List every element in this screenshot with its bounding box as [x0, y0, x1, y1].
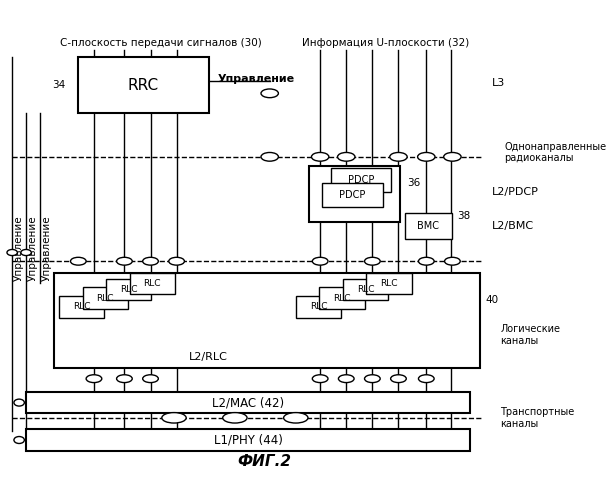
Text: Управление: Управление: [218, 74, 295, 84]
Text: Транспортные
каналы: Транспортные каналы: [500, 407, 575, 428]
Text: L2/RLC: L2/RLC: [189, 352, 228, 362]
Ellipse shape: [365, 258, 380, 265]
Text: L1/PHY (44): L1/PHY (44): [213, 434, 282, 446]
Ellipse shape: [117, 375, 132, 382]
Text: RLC: RLC: [333, 294, 351, 302]
Bar: [331, 168, 392, 192]
Bar: [83, 288, 128, 309]
Text: Управление: Управление: [14, 216, 24, 281]
Ellipse shape: [365, 375, 380, 382]
Bar: [309, 166, 400, 222]
Text: Управление: Управление: [28, 216, 38, 281]
Bar: [78, 57, 209, 114]
Text: L2/BMC: L2/BMC: [491, 222, 534, 232]
Bar: [54, 272, 480, 368]
Text: 40: 40: [485, 296, 499, 306]
Text: 36: 36: [407, 178, 420, 188]
Bar: [343, 278, 388, 300]
Ellipse shape: [143, 258, 158, 265]
Text: RRC: RRC: [128, 78, 159, 92]
Text: L2/PDCP: L2/PDCP: [491, 186, 539, 196]
Ellipse shape: [162, 412, 186, 423]
Ellipse shape: [169, 258, 184, 265]
Text: PDCP: PDCP: [348, 176, 375, 186]
Ellipse shape: [261, 89, 278, 98]
Text: RLC: RLC: [309, 302, 327, 312]
Text: RLC: RLC: [143, 279, 161, 288]
Bar: [106, 278, 151, 300]
Ellipse shape: [14, 436, 24, 444]
Bar: [322, 183, 383, 208]
Bar: [296, 296, 341, 318]
Text: Управление: Управление: [42, 216, 52, 281]
Text: ФИГ.2: ФИГ.2: [238, 454, 291, 469]
Bar: [404, 214, 452, 240]
Bar: [319, 288, 365, 309]
Ellipse shape: [283, 412, 308, 423]
Ellipse shape: [390, 375, 406, 382]
Text: RLC: RLC: [380, 279, 398, 288]
Ellipse shape: [339, 375, 354, 382]
Ellipse shape: [418, 375, 434, 382]
Text: L3: L3: [491, 78, 505, 88]
Text: Информация U-плоскости (32): Информация U-плоскости (32): [302, 38, 469, 48]
Ellipse shape: [117, 258, 132, 265]
Ellipse shape: [14, 399, 24, 406]
Text: RLC: RLC: [97, 294, 114, 302]
Text: RLC: RLC: [73, 302, 91, 312]
Ellipse shape: [418, 258, 434, 265]
Text: L2/MAC (42): L2/MAC (42): [212, 396, 284, 409]
Ellipse shape: [71, 258, 86, 265]
Ellipse shape: [444, 258, 460, 265]
Ellipse shape: [444, 152, 461, 161]
Ellipse shape: [313, 375, 328, 382]
Text: С-плоскость передачи сигналов (30): С-плоскость передачи сигналов (30): [60, 38, 262, 48]
Ellipse shape: [261, 152, 278, 161]
Ellipse shape: [7, 250, 18, 256]
Bar: [130, 272, 175, 294]
Text: Логические
каналы: Логические каналы: [500, 324, 560, 346]
Ellipse shape: [313, 258, 328, 265]
Text: BMC: BMC: [418, 222, 440, 232]
Text: RLC: RLC: [357, 285, 374, 294]
Text: RLC: RLC: [120, 285, 137, 294]
Ellipse shape: [21, 250, 32, 256]
Ellipse shape: [390, 152, 407, 161]
Bar: [26, 392, 470, 413]
Ellipse shape: [143, 375, 158, 382]
Ellipse shape: [337, 152, 355, 161]
Ellipse shape: [311, 152, 329, 161]
Ellipse shape: [418, 152, 435, 161]
Text: PDCP: PDCP: [339, 190, 365, 200]
Ellipse shape: [86, 375, 102, 382]
Text: Однонаправленные
радиоканалы: Однонаправленные радиоканалы: [505, 142, 607, 164]
Bar: [26, 429, 470, 451]
Bar: [59, 296, 105, 318]
Bar: [366, 272, 412, 294]
Ellipse shape: [223, 412, 247, 423]
Text: 38: 38: [457, 211, 470, 221]
Text: 34: 34: [52, 80, 65, 90]
